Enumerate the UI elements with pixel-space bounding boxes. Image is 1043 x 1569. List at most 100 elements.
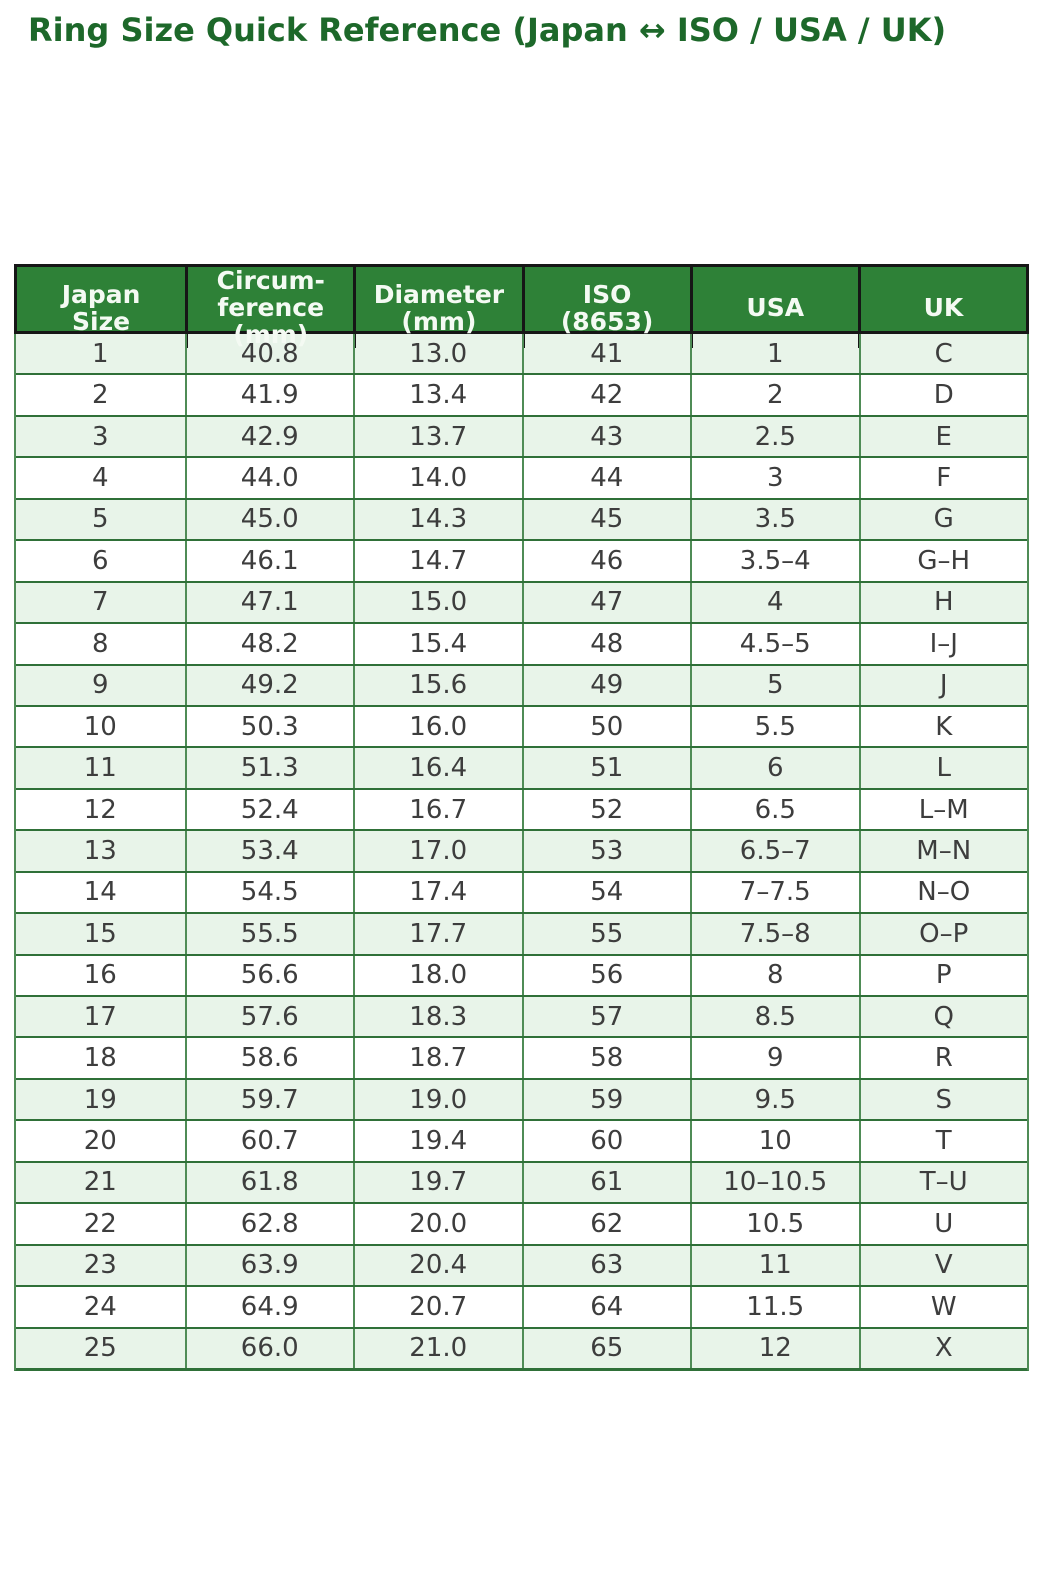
cell-japan-size: 11 <box>83 753 117 784</box>
cell-iso-8653: 44 <box>521 458 691 498</box>
cell-diameter-mm: 20.7 <box>353 1287 522 1327</box>
cell-circumference-mm: 45.0 <box>184 499 354 540</box>
cell-iso-8653: 43 <box>521 416 691 457</box>
cell-iso-8653: 59 <box>521 1079 691 1120</box>
table-row: 19 59.7 19.0 59 9.5 S <box>16 1079 1027 1122</box>
table-header-row: Japan Size Circum- ference (mm) Diameter (… <box>14 264 1029 348</box>
cell-japan-size: 16 <box>83 960 117 991</box>
cell-circumference-mm: 54.5 <box>184 872 354 913</box>
cell-japan-size: 15 <box>83 918 117 949</box>
table-row: 1 40.8 13.0 41 1 C <box>16 334 1027 376</box>
cell-japan-size: 20 <box>83 1126 117 1157</box>
cell-iso-8653: 62 <box>521 1204 691 1244</box>
cell-diameter-mm: 20.4 <box>353 1245 522 1286</box>
cell-japan-size: 12 <box>83 794 117 825</box>
cell-uk: N–O <box>858 872 1028 913</box>
cell-usa: 10–10.5 <box>690 1162 859 1203</box>
cell-japan-size: 7 <box>91 587 109 618</box>
cell-circumference-mm: 60.7 <box>184 1121 354 1161</box>
cell-circumference-mm: 48.2 <box>184 624 354 664</box>
cell-iso-8653: 63 <box>521 1245 691 1286</box>
cell-usa: 9.5 <box>690 1079 859 1120</box>
cell-circumference-mm: 57.6 <box>184 997 354 1037</box>
cell-iso-8653: 58 <box>521 1038 691 1078</box>
cell-japan-size: 3 <box>91 421 109 452</box>
cell-japan-size: 13 <box>83 835 117 866</box>
table-row: 21 61.8 19.7 61 10–10.5 T–U <box>16 1162 1028 1205</box>
cell-circumference-mm: 55.5 <box>184 914 354 954</box>
cell-iso-8653: 48 <box>521 624 691 664</box>
table-row: 4 44.0 14.0 44 3 F <box>16 458 1027 500</box>
cell-usa: 8.5 <box>690 997 859 1037</box>
cell-uk: D <box>858 375 1028 415</box>
cell-circumference-mm: 59.7 <box>184 1079 354 1120</box>
cell-usa: 2.5 <box>690 416 859 457</box>
table-row: 11 51.3 16.4 51 6 L <box>16 748 1027 790</box>
cell-diameter-mm: 14.3 <box>353 499 522 540</box>
cell-diameter-mm: 21.0 <box>353 1328 522 1368</box>
cell-usa: 3.5 <box>690 499 859 540</box>
table-row: 7 47.1 15.0 47 4 H <box>16 582 1027 625</box>
cell-iso-8653: 57 <box>521 997 691 1037</box>
cell-diameter-mm: 18.3 <box>353 997 522 1037</box>
cell-diameter-mm: 16.7 <box>353 789 522 830</box>
cell-circumference-mm: 47.1 <box>184 582 354 623</box>
cell-japan-size: 9 <box>91 670 109 701</box>
cell-usa: 8 <box>690 955 859 995</box>
cell-diameter-mm: 15.6 <box>353 665 522 705</box>
cell-diameter-mm: 17.0 <box>353 831 522 871</box>
cell-japan-size: 18 <box>83 1043 117 1074</box>
cell-japan-size: 4 <box>91 463 109 494</box>
cell-usa: 11.5 <box>690 1287 859 1327</box>
cell-diameter-mm: 14.7 <box>353 541 522 581</box>
cell-iso-8653: 65 <box>521 1328 691 1368</box>
cell-iso-8653: 53 <box>521 831 691 871</box>
column-header-japan-size: Japan Size <box>61 279 141 336</box>
cell-iso-8653: 49 <box>521 665 691 705</box>
cell-diameter-mm: 14.0 <box>353 458 522 498</box>
cell-diameter-mm: 19.4 <box>353 1121 522 1161</box>
cell-circumference-mm: 50.3 <box>184 706 354 747</box>
cell-diameter-mm: 13.4 <box>353 375 522 415</box>
cell-uk: R <box>858 1038 1028 1078</box>
table-row: 22 62.8 20.0 62 10.5 U <box>16 1204 1027 1246</box>
cell-japan-size: 19 <box>83 1084 117 1115</box>
cell-uk: W <box>858 1287 1028 1327</box>
table-row: 24 64.9 20.7 64 11.5 W <box>16 1287 1028 1329</box>
cell-diameter-mm: 17.4 <box>353 872 522 913</box>
cell-diameter-mm: 13.0 <box>353 334 522 374</box>
cell-iso-8653: 64 <box>521 1287 691 1327</box>
table-row: 25 66.0 21.0 65 12 X <box>16 1328 1027 1370</box>
cell-uk: T–U <box>858 1162 1028 1203</box>
cell-circumference-mm: 53.4 <box>184 831 354 871</box>
cell-uk: M–N <box>858 831 1028 871</box>
cell-circumference-mm: 58.6 <box>184 1038 354 1078</box>
cell-japan-size: 8 <box>91 628 109 659</box>
cell-iso-8653: 45 <box>521 499 691 540</box>
cell-iso-8653: 61 <box>521 1162 691 1203</box>
cell-japan-size: 25 <box>83 1333 117 1364</box>
cell-japan-size: 1 <box>91 338 109 369</box>
cell-diameter-mm: 20.0 <box>353 1204 522 1244</box>
cell-iso-8653: 50 <box>521 706 691 747</box>
cell-circumference-mm: 64.9 <box>184 1287 354 1327</box>
cell-uk: P <box>858 955 1028 995</box>
cell-usa: 2 <box>690 375 859 415</box>
table-row: 23 63.9 20.4 63 11 V <box>16 1245 1027 1288</box>
cell-diameter-mm: 15.4 <box>353 624 522 664</box>
table-row: 8 48.2 15.4 48 4.5–5 I–J <box>16 624 1027 666</box>
cell-diameter-mm: 13.7 <box>353 416 522 457</box>
cell-uk: L–M <box>858 789 1028 830</box>
cell-iso-8653: 60 <box>521 1121 691 1161</box>
table-row: 5 45.0 14.3 45 3.5 G <box>16 499 1027 542</box>
cell-usa: 5.5 <box>690 706 859 747</box>
table-row: 10 50.3 16.0 50 5.5 K <box>16 706 1027 749</box>
cell-uk: G–H <box>858 541 1028 581</box>
cell-iso-8653: 55 <box>521 914 691 954</box>
column-header-iso-8653: ISO (8653) <box>521 267 690 348</box>
cell-circumference-mm: 56.6 <box>184 955 354 995</box>
cell-circumference-mm: 42.9 <box>184 416 354 457</box>
cell-diameter-mm: 16.0 <box>353 706 522 747</box>
cell-japan-size: 17 <box>83 1001 117 1032</box>
